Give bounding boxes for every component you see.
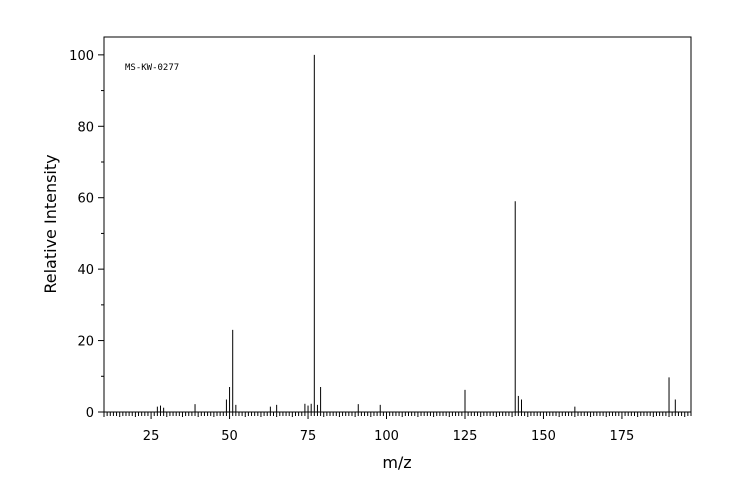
spectrum-peaks — [156, 54, 676, 412]
y-axis-label: Relative Intensity — [41, 154, 60, 293]
x-tick-label: 100 — [374, 429, 399, 444]
x-tick-label: 175 — [610, 429, 635, 444]
y-tick-label: 40 — [77, 263, 94, 278]
plot-frame — [103, 36, 692, 413]
x-tick-label: 150 — [531, 429, 556, 444]
x-tick-label: 25 — [143, 429, 160, 444]
y-tick-label: 60 — [77, 192, 94, 207]
tick-labels: 25 50 75 100 125 150 175 0 20 40 60 80 100 — [69, 49, 634, 444]
y-tick-label: 100 — [69, 49, 94, 64]
x-axis-label: m/z — [382, 453, 411, 472]
x-tick-label: 125 — [453, 429, 478, 444]
x-tick-label: 75 — [300, 429, 317, 444]
annotation-label: MS-KW-0277 — [125, 63, 179, 73]
x-tick-label: 50 — [221, 429, 238, 444]
axis-ticks — [98, 54, 692, 419]
y-tick-label: 0 — [86, 406, 94, 421]
y-tick-label: 80 — [77, 120, 94, 135]
y-tick-label: 20 — [77, 335, 94, 350]
